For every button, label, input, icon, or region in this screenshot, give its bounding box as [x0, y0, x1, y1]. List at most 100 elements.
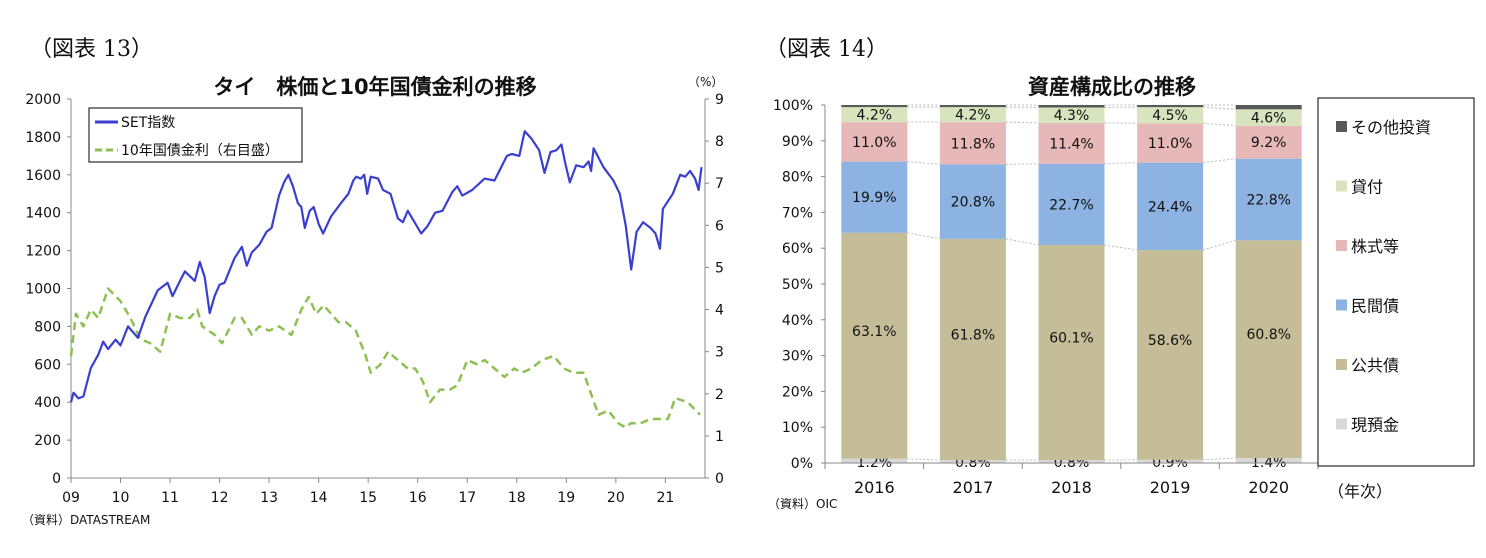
legend-label: 公共債 — [1351, 356, 1399, 375]
right-tick-label: 2 — [715, 387, 724, 403]
series-connector — [1104, 244, 1138, 251]
bar-segment-現預金 — [1235, 457, 1302, 463]
fig13-plot: 0200400600800100012001400160018002000012… — [25, 92, 724, 506]
bar-segment-貸付 — [1038, 107, 1105, 123]
y-tick-label: 10% — [782, 420, 813, 436]
data-label: 4.2% — [955, 108, 991, 124]
data-label: 60.8% — [1246, 327, 1290, 343]
right-tick-label: 6 — [715, 218, 724, 234]
right-tick-label: 3 — [715, 345, 724, 361]
data-label: 63.1% — [852, 324, 896, 340]
y-tick-label: 60% — [782, 241, 813, 257]
legend-swatch — [1336, 359, 1347, 370]
y-tick-label: 40% — [782, 313, 813, 329]
fig14-plot: 0%10%20%30%40%50%60%70%80%90%100%1.2%63.… — [773, 98, 1319, 497]
y-tick-label: 80% — [782, 170, 813, 186]
y-tick-label: 30% — [782, 349, 813, 365]
fig14-title: 資産構成比の推移 — [1028, 75, 1196, 99]
bar-segment-貸付 — [1137, 107, 1204, 124]
left-tick-label: 1200 — [25, 244, 61, 260]
bond-yield-line — [69, 287, 701, 429]
bar-segment-その他投資 — [939, 105, 1006, 108]
y-tick-label: 50% — [782, 277, 813, 293]
legend-swatch — [1336, 121, 1347, 132]
fig13-legend: SET指数 10年国債金利（右目盛） — [88, 107, 303, 163]
x-tick-label: 19 — [557, 490, 575, 506]
y-tick-label: 0% — [791, 456, 813, 472]
left-tick-label: 2000 — [25, 92, 61, 108]
series-connector — [1005, 163, 1039, 165]
fig13-source: （資料）DATASTREAM — [22, 513, 150, 527]
y-tick-label: 90% — [782, 134, 813, 150]
x-tick-label: 2018 — [1051, 478, 1092, 497]
bar-segment-公共債 — [939, 238, 1006, 461]
x-tick-label: 2017 — [953, 478, 994, 497]
legend-label: 株式等 — [1351, 237, 1399, 256]
fig13-label: （図表 13） — [30, 37, 153, 62]
data-label: 4.6% — [1251, 111, 1287, 127]
legend-label: 民間債 — [1351, 297, 1399, 316]
data-label: 11.0% — [852, 135, 896, 151]
x-tick-label: 2016 — [854, 478, 895, 497]
right-tick-label: 7 — [715, 176, 724, 192]
series-connector — [907, 232, 940, 240]
data-label: 4.5% — [1152, 108, 1188, 124]
legend-label: 現預金 — [1351, 416, 1399, 435]
left-tick-label: 1400 — [25, 206, 61, 222]
fig13-right-unit: （%） — [688, 75, 723, 89]
x-tick-label: 16 — [409, 490, 427, 506]
data-label: 11.4% — [1049, 136, 1093, 152]
legend-label: その他投資 — [1351, 118, 1431, 137]
right-tick-label: 1 — [715, 429, 724, 445]
data-label: 22.7% — [1049, 197, 1093, 213]
x-tick-label: 12 — [211, 490, 229, 506]
legend-swatch — [1336, 418, 1347, 430]
series-connector — [1005, 238, 1039, 246]
series-connector — [1202, 239, 1236, 251]
data-label: 60.1% — [1049, 331, 1093, 347]
series-connector — [1104, 162, 1138, 165]
data-label: 4.2% — [857, 108, 893, 124]
bar-segment-民間債 — [1137, 162, 1204, 250]
series-connector — [1203, 158, 1236, 164]
x-tick-label: 20 — [607, 490, 625, 506]
series-connector — [1203, 106, 1236, 110]
left-tick-label: 1000 — [25, 282, 61, 298]
left-tick-label: 800 — [34, 319, 61, 335]
set-index-line — [69, 130, 703, 403]
left-tick-label: 600 — [34, 357, 61, 373]
right-tick-label: 4 — [715, 303, 724, 319]
bar-segment-その他投資 — [1235, 105, 1302, 110]
bar-segment-その他投資 — [841, 105, 908, 108]
bar-segment-公共債 — [1137, 249, 1204, 460]
bar-segment-その他投資 — [1137, 105, 1204, 108]
fig14-label: （図表 14） — [765, 37, 888, 62]
bar-segment-株式等 — [1038, 122, 1105, 164]
data-label: 61.8% — [951, 328, 995, 344]
series-connector — [1203, 122, 1236, 127]
fig14-source: （資料）OIC — [768, 497, 837, 511]
right-tick-label: 0 — [715, 471, 724, 487]
left-tick-label: 1600 — [25, 168, 61, 184]
fig14-legend-box — [1317, 97, 1475, 467]
bar-segment-貸付 — [939, 107, 1006, 123]
left-tick-label: 0 — [52, 471, 61, 487]
x-tick-label: 2019 — [1150, 478, 1191, 497]
series-connector — [1005, 121, 1039, 124]
data-label: 20.8% — [951, 195, 995, 211]
legend-label: 貸付 — [1351, 178, 1383, 197]
bar-segment-公共債 — [1235, 240, 1302, 458]
y-tick-label: 100% — [773, 98, 813, 114]
legend-swatch — [1336, 180, 1347, 192]
right-tick-label: 5 — [715, 260, 724, 276]
x-tick-label: 10 — [112, 490, 130, 506]
x-tick-label: 18 — [508, 490, 526, 506]
bar-segment-公共債 — [1038, 244, 1105, 461]
bar-segment-現預金 — [841, 458, 908, 463]
legend-label-set: SET指数 — [121, 115, 175, 131]
legend-label-yield: 10年国債金利（右目盛） — [121, 143, 279, 159]
bar-segment-貸付 — [1235, 109, 1302, 126]
fig13-title: タイ 株価と10年国債金利の推移 — [213, 75, 536, 99]
